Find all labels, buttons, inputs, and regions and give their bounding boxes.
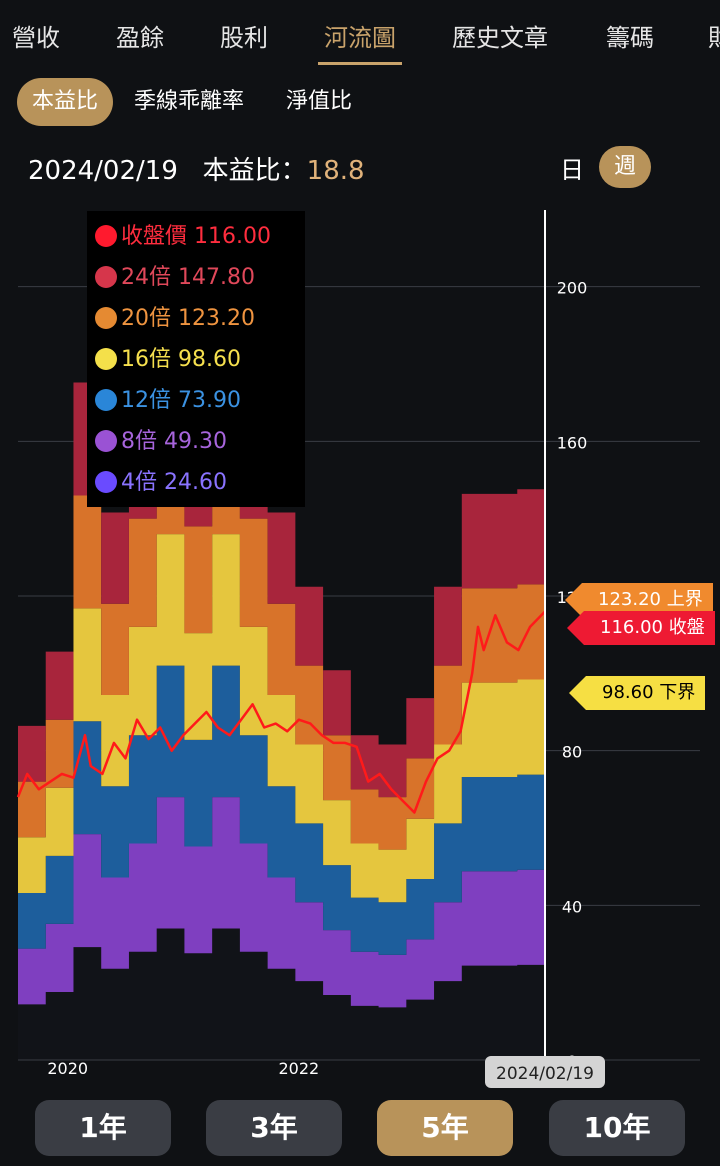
x-tick-label-2022: 2022 [278, 1059, 319, 1078]
band-20x-24x [18, 271, 545, 798]
legend-24x-label: 24倍 147.80 [121, 265, 255, 290]
range-5y-button[interactable]: 5年 [377, 1100, 513, 1156]
legend-4x: 4倍 24.60 [95, 467, 227, 499]
range-1y-button[interactable]: 1年 [35, 1100, 171, 1156]
range-3y-button[interactable]: 3年 [206, 1100, 342, 1156]
legend-8x-label: 8倍 49.30 [121, 429, 227, 454]
tab-revenue[interactable]: 營收 [12, 24, 60, 52]
y-tick-label-200: 200 [557, 279, 588, 298]
cursor-date-label: 2024/02/19 [496, 1064, 594, 1084]
y-tick-label-40: 40 [562, 897, 582, 916]
legend-4x-label: 4倍 24.60 [121, 470, 227, 495]
legend-20x-dot [95, 307, 117, 329]
pe-label: 本益比： [202, 156, 307, 186]
tab-chips[interactable]: 籌碼 [606, 24, 654, 52]
legend-12x-label: 12倍 73.90 [121, 388, 241, 413]
close-price-line [16, 610, 546, 814]
cursor-date-box [485, 1056, 605, 1088]
subtab-pb-ratio[interactable]: 淨值比 [286, 89, 353, 114]
top-tab-bar: 營收 盈餘 股利 河流圖 歷史文章 籌碼 財 [0, 0, 720, 68]
band-4x-8x [18, 797, 545, 1008]
legend-8x: 8倍 49.30 [95, 426, 227, 458]
period-week-button[interactable]: 週 [599, 146, 651, 188]
river-chart: 20016012080400202020222024/02/19 [16, 210, 700, 1088]
active-tab-indicator [318, 62, 402, 65]
close-price-tag: 116.00 收盤 [567, 611, 715, 645]
date-pe-readout: 2024/02/19 本益比：18.8 [28, 150, 365, 187]
x-tick-label-2020: 2020 [47, 1059, 88, 1078]
legend-close: 收盤價 116.00 [95, 221, 271, 253]
chart-legend: 收盤價 116.00 24倍 147.80 20倍 123.20 16倍 98.… [87, 211, 305, 507]
subtab-pe-ratio[interactable]: 本益比 [17, 78, 114, 126]
legend-20x: 20倍 123.20 [95, 303, 255, 335]
band-12x-16x [18, 534, 545, 903]
legend-16x-dot [95, 348, 117, 370]
current-date: 2024/02/19 [28, 156, 178, 186]
y-tick-label-160: 160 [557, 433, 588, 452]
legend-close-dot [95, 225, 117, 247]
tab-earnings[interactable]: 盈餘 [116, 24, 164, 52]
y-tick-label-80: 80 [562, 743, 582, 762]
tab-dividend[interactable]: 股利 [220, 24, 268, 52]
tab-river-chart[interactable]: 河流圖 [324, 24, 396, 52]
legend-close-label: 收盤價 116.00 [121, 224, 271, 249]
band-16x-20x [18, 402, 545, 850]
legend-24x-dot [95, 266, 117, 288]
legend-8x-dot [95, 430, 117, 452]
legend-20x-label: 20倍 123.20 [121, 306, 255, 331]
tab-history-articles[interactable]: 歷史文章 [452, 24, 548, 52]
subtab-ma-deviation[interactable]: 季線乖離率 [134, 89, 245, 114]
lower-bound-tag: 98.60 下界 [568, 676, 706, 710]
legend-4x-dot [95, 471, 117, 493]
legend-12x: 12倍 73.90 [95, 385, 241, 417]
pe-value: 18.8 [306, 156, 365, 186]
range-10y-button[interactable]: 10年 [549, 1100, 685, 1156]
legend-16x-label: 16倍 98.60 [121, 347, 241, 372]
period-day-button[interactable]: 日 [560, 156, 584, 184]
tab-financials[interactable]: 財 [708, 18, 720, 53]
band-below-4x [18, 928, 545, 1060]
legend-24x: 24倍 147.80 [95, 262, 255, 294]
legend-16x: 16倍 98.60 [95, 344, 241, 376]
legend-12x-dot [95, 389, 117, 411]
